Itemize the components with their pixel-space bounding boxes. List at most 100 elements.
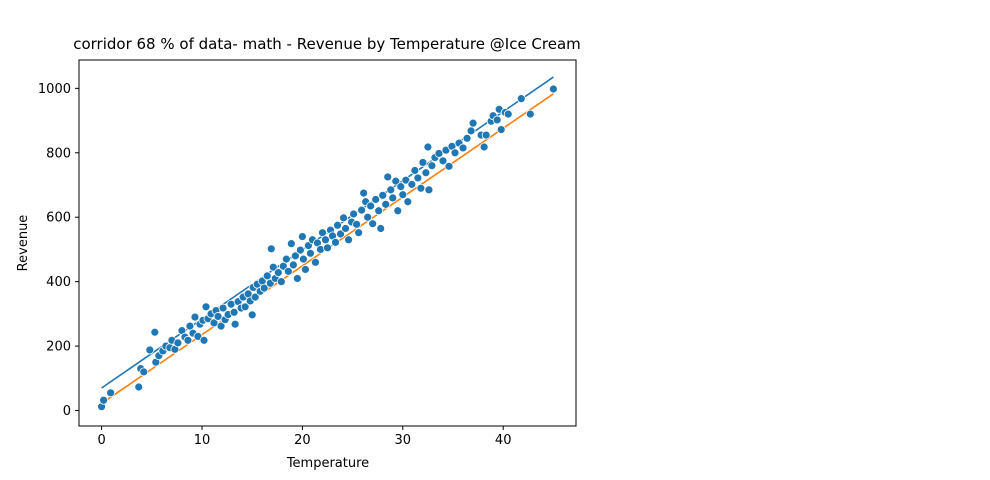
- data-point: [393, 206, 403, 216]
- data-point: [374, 206, 384, 216]
- data-point: [259, 283, 269, 293]
- data-point: [201, 302, 211, 312]
- data-point: [423, 142, 433, 152]
- x-tick-label: 40: [495, 433, 512, 448]
- data-point: [311, 257, 320, 267]
- data-point: [458, 143, 468, 153]
- data-point: [134, 382, 144, 392]
- y-axis-ticks: 0 200 400 600 800 1000: [38, 82, 79, 419]
- data-point: [376, 224, 386, 233]
- data-point: [266, 244, 276, 254]
- data-point: [386, 185, 396, 195]
- data-point: [331, 237, 340, 247]
- data-point: [283, 266, 293, 276]
- data-point: [273, 268, 283, 278]
- data-point: [444, 161, 454, 171]
- data-point: [354, 228, 364, 238]
- data-point: [286, 239, 296, 249]
- data-point: [383, 172, 393, 182]
- data-point: [247, 310, 257, 320]
- plot-frame: [78, 59, 577, 427]
- data-point: [418, 158, 428, 167]
- data-point: [516, 94, 526, 104]
- data-point: [306, 248, 315, 258]
- data-point: [403, 197, 413, 207]
- data-point: [183, 335, 193, 345]
- data-point: [190, 312, 200, 322]
- data-point: [333, 220, 342, 230]
- data-point: [295, 245, 305, 255]
- data-point: [209, 318, 219, 328]
- data-point: [229, 307, 239, 317]
- data-point: [218, 303, 228, 313]
- x-tick-label: 20: [294, 433, 311, 448]
- data-point: [468, 118, 478, 128]
- data-point: [388, 193, 398, 203]
- data-point: [438, 156, 448, 166]
- y-axis-label: Revenue: [16, 215, 31, 272]
- data-point: [424, 185, 434, 195]
- data-point: [416, 183, 426, 193]
- data-point: [290, 251, 300, 261]
- data-point: [371, 195, 381, 204]
- data-point: [230, 319, 240, 329]
- data-point: [106, 388, 116, 398]
- x-axis-label: Temperature: [286, 456, 369, 471]
- y-tick-label: 600: [46, 211, 71, 226]
- data-point: [357, 205, 367, 215]
- data-point: [525, 109, 535, 119]
- data-point: [323, 243, 332, 253]
- data-point: [427, 161, 437, 171]
- data-point: [352, 219, 362, 229]
- x-tick-label: 0: [97, 433, 105, 448]
- data-point: [99, 395, 108, 405]
- data-point: [268, 262, 278, 272]
- data-point: [262, 271, 272, 281]
- data-point: [341, 224, 350, 233]
- data-point: [336, 229, 345, 239]
- data-point: [359, 188, 369, 198]
- data-point: [292, 274, 302, 283]
- data-point: [479, 142, 489, 152]
- data-point: [549, 84, 558, 94]
- data-point: [366, 201, 376, 211]
- y-tick-label: 400: [46, 275, 71, 290]
- data-point: [301, 265, 310, 274]
- data-point: [240, 302, 250, 312]
- data-point: [288, 260, 298, 270]
- data-point: [378, 190, 388, 200]
- data-point: [173, 338, 183, 348]
- data-point: [481, 130, 491, 140]
- y-tick-label: 200: [46, 340, 71, 355]
- data-point: [339, 213, 348, 223]
- chart-title: corridor 68 % of data- math - Revenue by…: [73, 35, 581, 53]
- data-points: [97, 84, 558, 412]
- x-tick-label: 30: [395, 433, 412, 448]
- data-point: [199, 335, 209, 345]
- data-point: [396, 182, 406, 192]
- data-point: [250, 292, 260, 302]
- data-point: [466, 126, 476, 136]
- data-point: [145, 345, 155, 355]
- data-point: [407, 179, 417, 189]
- data-point: [462, 133, 472, 143]
- data-point: [401, 175, 411, 185]
- data-point: [381, 199, 391, 209]
- data-point: [410, 166, 420, 175]
- data-point: [139, 367, 149, 377]
- y-tick-label: 800: [46, 146, 71, 161]
- data-point: [216, 321, 226, 331]
- data-point: [421, 168, 431, 178]
- data-point: [450, 148, 460, 158]
- data-point: [496, 125, 506, 134]
- data-point: [299, 254, 308, 264]
- data-point: [281, 254, 291, 264]
- data-point: [213, 312, 223, 321]
- data-point: [492, 115, 502, 125]
- data-point: [150, 327, 160, 337]
- data-point: [321, 235, 330, 245]
- data-point: [363, 212, 373, 222]
- data-point: [398, 190, 408, 200]
- data-point: [276, 277, 286, 287]
